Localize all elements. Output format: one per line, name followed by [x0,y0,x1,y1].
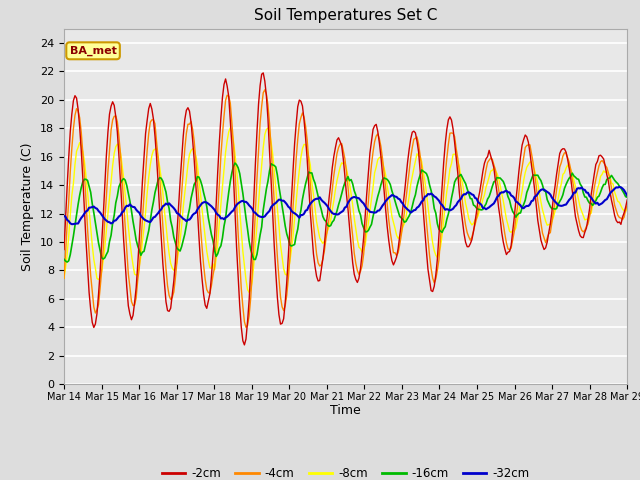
-32cm [68,221,76,227]
-4cm [60,276,68,281]
Legend: -2cm, -4cm, -8cm, -16cm, -32cm: -2cm, -4cm, -8cm, -16cm, -32cm [157,462,534,480]
-8cm [230,138,237,144]
Y-axis label: Soil Temperature (C): Soil Temperature (C) [22,142,35,271]
-2cm [259,70,267,76]
-32cm [248,206,256,212]
Line: -16cm: -16cm [64,163,627,262]
-4cm [310,221,317,227]
-16cm [60,256,68,262]
-16cm [63,259,71,265]
-32cm [60,213,68,219]
-2cm [623,197,631,203]
-2cm [248,234,256,240]
X-axis label: Time: Time [330,405,361,418]
-8cm [310,192,317,197]
-32cm [131,204,138,210]
-8cm [250,261,258,267]
-32cm [623,192,631,198]
-8cm [60,276,68,281]
Title: Soil Temperatures Set C: Soil Temperatures Set C [254,9,437,24]
-4cm [623,203,631,208]
-32cm [616,184,623,190]
-4cm [129,303,137,309]
-8cm [595,181,603,187]
-2cm [310,251,317,257]
-32cm [593,200,601,205]
-8cm [623,204,631,210]
-32cm [308,199,316,205]
Line: -2cm: -2cm [64,73,627,345]
-32cm [230,207,237,213]
-2cm [60,247,68,252]
-16cm [250,256,258,262]
-4cm [595,163,603,168]
-2cm [595,153,603,159]
-4cm [261,87,269,93]
-4cm [248,270,256,276]
-16cm [310,176,317,182]
-8cm [129,262,137,268]
-8cm [259,144,267,150]
Line: -8cm: -8cm [64,128,627,292]
-2cm [228,142,236,148]
-16cm [259,207,267,213]
-4cm [258,103,266,109]
-4cm [242,324,250,330]
Text: BA_met: BA_met [70,46,116,56]
-16cm [131,228,138,233]
-8cm [227,125,234,131]
-8cm [245,289,253,295]
Line: -4cm: -4cm [64,90,627,327]
-16cm [231,160,239,166]
Line: -32cm: -32cm [64,187,627,224]
-16cm [623,194,631,200]
-16cm [230,163,237,169]
-4cm [228,120,236,125]
-2cm [258,72,266,77]
-32cm [258,214,266,220]
-2cm [129,312,137,318]
-2cm [241,342,248,348]
-16cm [595,193,603,199]
